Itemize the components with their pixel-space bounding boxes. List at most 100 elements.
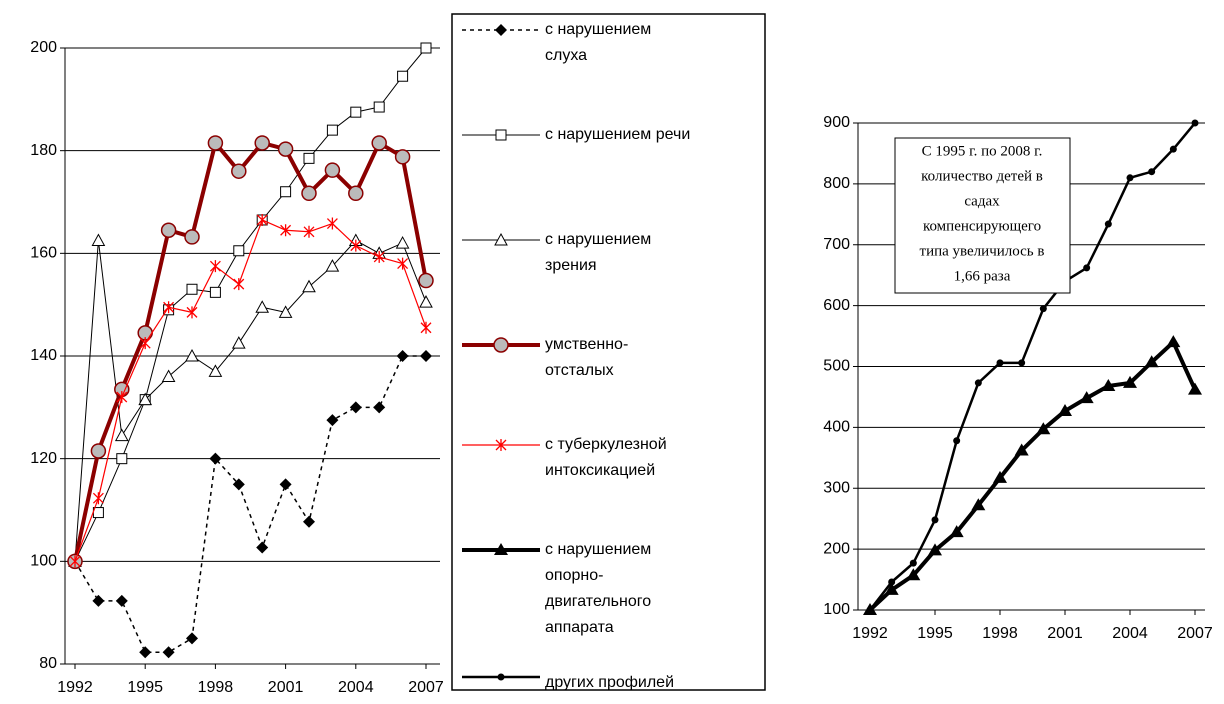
x-tick-label: 2007 (1177, 625, 1213, 642)
marker (92, 594, 105, 607)
y-tick-label: 200 (823, 540, 850, 557)
marker (949, 525, 964, 538)
y-tick-label: 500 (823, 358, 850, 375)
marker (928, 543, 942, 556)
x-tick-label: 2001 (1047, 625, 1083, 642)
y-tick-label: 700 (823, 236, 850, 253)
legend-label: с нарушением речи (545, 126, 690, 143)
marker (974, 379, 982, 387)
marker (232, 478, 245, 491)
marker (1018, 359, 1026, 367)
series-line (74, 219, 427, 562)
marker (1083, 264, 1091, 272)
annotation: компенсирующего (923, 218, 1041, 234)
marker (280, 186, 292, 198)
marker (184, 229, 200, 245)
marker (326, 414, 339, 427)
series-line (74, 47, 427, 562)
marker (256, 541, 269, 554)
y-tick-label: 120 (30, 450, 57, 467)
series-line (73, 140, 428, 562)
marker (909, 559, 917, 567)
series-line (869, 122, 1196, 611)
marker (1104, 220, 1112, 228)
marker (418, 272, 434, 289)
annotation: типа увеличилось в (920, 243, 1045, 259)
marker (114, 428, 129, 442)
series-line (74, 355, 426, 653)
marker (397, 257, 409, 270)
y-tick-label: 600 (823, 297, 850, 314)
marker (1058, 403, 1072, 416)
marker (350, 239, 362, 252)
x-tick-label: 1992 (852, 625, 888, 642)
marker (495, 439, 507, 451)
x-tick-label: 2001 (268, 679, 304, 696)
marker (90, 443, 107, 459)
marker (302, 279, 316, 293)
marker (397, 70, 409, 82)
marker (231, 163, 247, 179)
marker (326, 124, 338, 136)
marker (326, 217, 338, 230)
marker (888, 578, 896, 586)
marker (373, 250, 385, 263)
marker (494, 232, 508, 246)
marker (116, 453, 128, 465)
x-tick-label: 2007 (408, 679, 444, 696)
y-tick-label: 100 (30, 553, 57, 570)
marker (1144, 355, 1159, 368)
marker (1126, 174, 1134, 182)
annotation: 1,66 раза (954, 268, 1011, 284)
marker (233, 245, 245, 257)
marker (866, 606, 874, 614)
marker (1014, 443, 1029, 456)
marker (1166, 335, 1181, 348)
series-line (868, 340, 1197, 612)
marker (139, 646, 152, 659)
y-tick-label: 300 (823, 479, 850, 496)
marker (277, 141, 294, 157)
marker (494, 543, 508, 555)
marker (497, 673, 505, 681)
marker (209, 452, 222, 465)
x-tick-label: 1992 (57, 679, 93, 696)
marker (884, 582, 899, 595)
marker (495, 24, 507, 36)
marker (931, 516, 939, 524)
marker (301, 185, 317, 202)
marker (161, 369, 176, 383)
marker (92, 492, 104, 505)
marker (138, 392, 153, 406)
marker (163, 301, 175, 314)
marker (1169, 145, 1177, 153)
legend-label: с нарушением зрения (545, 231, 651, 274)
marker (396, 350, 409, 362)
marker (254, 135, 270, 151)
marker (1123, 375, 1137, 388)
marker (162, 646, 175, 659)
y-tick-label: 200 (30, 39, 57, 56)
marker (1036, 422, 1051, 435)
marker (349, 401, 362, 414)
annotation: садах (964, 193, 1000, 209)
y-tick-label: 140 (30, 347, 57, 364)
marker (395, 236, 410, 249)
legend-label: умственно-отсталых (545, 336, 628, 379)
marker (186, 283, 198, 295)
marker (1101, 378, 1116, 391)
legend-label: других профилей (545, 674, 674, 691)
x-tick-label: 2004 (1112, 625, 1148, 642)
marker (350, 106, 362, 118)
annotation: количество детей в (921, 168, 1043, 184)
marker (207, 135, 224, 151)
legend-label: с туберкулезной интоксикацией (545, 436, 667, 479)
marker (186, 632, 198, 645)
marker (373, 401, 386, 414)
marker (1148, 168, 1156, 176)
marker (115, 594, 128, 607)
marker (186, 306, 198, 319)
y-tick-label: 180 (30, 142, 57, 159)
annotation-box (894, 137, 1071, 294)
